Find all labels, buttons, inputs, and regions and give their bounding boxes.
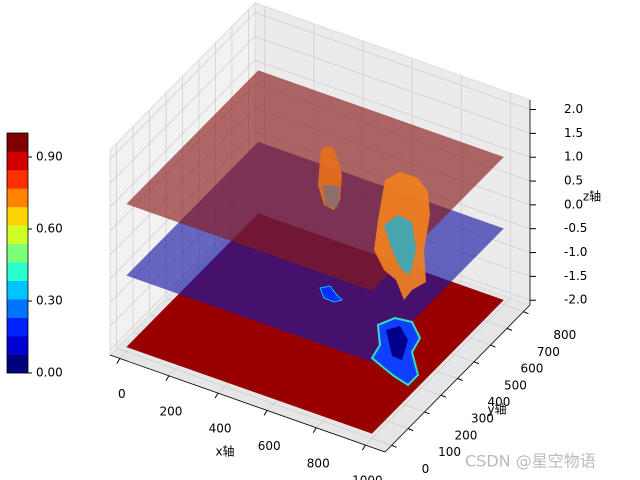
colorbar-tick-label: 0.30 [36,294,63,308]
y-tick-label: 700 [537,345,560,359]
blob-core [386,326,408,360]
z-axis-label: z轴 [583,189,601,204]
labels: x轴 y轴 z轴 CSDN @星空物语 0 200 400 600 800 1000 0 10… [6,102,601,480]
colorbar-tick-label: 0.90 [36,150,63,164]
watermark: CSDN @星空物语 [465,452,596,471]
grid-line [254,59,531,158]
z-tick-label: 0.0 [564,197,583,211]
y-tick-label: 600 [520,362,543,376]
z-tick-label: -1.0 [564,245,587,259]
z-tick-label: 1.5 [564,126,583,140]
z-tick-label: -0.5 [564,221,587,235]
colorbar-band [7,151,28,171]
colorbar-tick-label: 0.60 [36,222,63,236]
y-tick-label: 400 [488,395,511,409]
x-tick-label: 800 [307,456,330,470]
x-tick [263,410,268,416]
grid-line [109,59,256,208]
colorbar-band [7,262,28,281]
y-tick-label: 800 [553,328,576,342]
z-tick-label: -1.5 [564,269,587,283]
grid-line [109,36,256,184]
grid-line [116,347,392,446]
colorbar-band [7,317,28,337]
x-tick [361,444,366,451]
y-tick [391,444,397,448]
z-tick-label: 0.5 [564,174,583,188]
colorbar-band [7,169,28,189]
y-tick [506,327,513,331]
x-axis [109,354,386,453]
y-tick-label: 500 [504,378,527,392]
colorbar-band [7,299,28,318]
x-tick [214,392,219,399]
y-tick [424,411,430,415]
x-tick-label: 400 [209,422,232,436]
x-tick-label: 200 [159,404,182,418]
x-tick [312,427,317,434]
column-inner [384,215,416,275]
grid-line [254,35,531,134]
y-tick-label: 300 [471,412,494,426]
colorbar-band [7,133,28,152]
surface-features [318,146,430,387]
y-tick [490,344,496,348]
y-tick [523,311,529,315]
x-axis-label: x轴 [215,444,234,459]
y-axis-label: y轴 [487,402,506,417]
colorbar-band [7,243,28,263]
y-tick-label: 0 [422,462,430,476]
z-tick-label: 2.0 [564,102,583,116]
y-tick-label: 100 [438,445,461,459]
colorbar-band [7,336,28,355]
z-tick-label: 1.0 [564,150,583,164]
blob [319,285,343,303]
colorbar-band [7,206,28,226]
colorbar-frame [6,132,29,374]
grid-line [254,12,531,110]
colorbar-band [7,354,28,374]
column-base [322,185,340,208]
colorbar-band [7,188,28,208]
colorbar-band [7,280,28,300]
y-tick-label: 200 [455,428,478,442]
x-tick-label: 1000 [352,474,383,480]
y-tick [473,361,480,365]
y-tick [440,394,447,398]
x-tick [116,358,121,364]
axes-3d [109,1,536,453]
y-tick [457,378,463,381]
colorbar-band [7,225,28,245]
y-axis [384,304,531,453]
x-tick-label: 600 [258,439,281,453]
z-tick-label: -2.0 [564,293,587,307]
x-tick-label: 0 [118,387,126,401]
x-tick [165,375,170,382]
colorbar-tick-label: 0.00 [36,366,63,380]
grid-line [109,12,256,160]
y-tick [407,428,414,432]
